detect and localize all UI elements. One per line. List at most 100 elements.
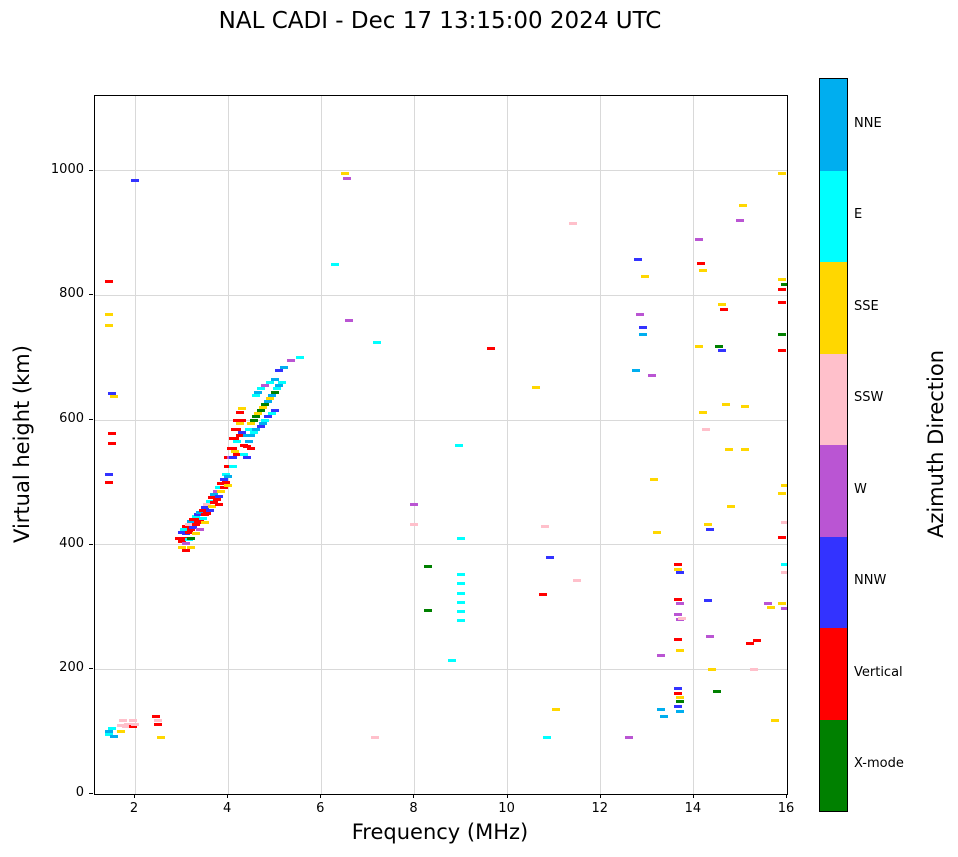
- x-tick-label: 12: [591, 801, 608, 816]
- data-point: [370, 736, 379, 740]
- data-point: [270, 409, 279, 413]
- data-point: [638, 332, 647, 336]
- x-tick-mark: [134, 794, 136, 798]
- x-tick-mark: [786, 794, 787, 798]
- data-point: [738, 203, 747, 207]
- data-point: [778, 332, 787, 336]
- data-point: [780, 282, 787, 286]
- data-point: [424, 608, 433, 612]
- data-point: [252, 415, 261, 419]
- data-point: [214, 494, 223, 498]
- data-point: [447, 658, 456, 662]
- colorbar-segment-x-mode: [820, 719, 847, 811]
- data-point: [207, 496, 216, 500]
- data-point: [778, 535, 787, 539]
- data-point: [217, 490, 226, 494]
- data-point: [200, 505, 209, 509]
- data-point: [457, 536, 466, 540]
- data-point: [373, 340, 382, 344]
- data-point: [766, 605, 775, 609]
- data-point: [242, 455, 251, 459]
- data-point: [780, 571, 787, 575]
- plot-area: [94, 95, 788, 795]
- data-point: [717, 348, 726, 352]
- data-point: [184, 530, 193, 534]
- data-point: [778, 602, 787, 606]
- data-point: [696, 261, 705, 265]
- data-point: [780, 484, 787, 487]
- data-point: [179, 527, 188, 531]
- data-point: [210, 500, 219, 504]
- x-tick-mark: [599, 794, 601, 798]
- colorbar-segment-vertical: [820, 628, 847, 720]
- data-point: [228, 455, 237, 459]
- data-point: [673, 691, 682, 695]
- data-point: [657, 708, 666, 712]
- data-point: [177, 546, 186, 550]
- data-point: [247, 446, 256, 450]
- data-point: [105, 323, 114, 327]
- data-point: [410, 502, 419, 506]
- data-point: [259, 421, 268, 425]
- data-point: [107, 727, 116, 731]
- gridline-y: [95, 419, 787, 421]
- data-point: [778, 172, 787, 176]
- data-point: [410, 523, 419, 527]
- data-point: [275, 384, 284, 388]
- data-point: [340, 172, 349, 176]
- x-tick-mark: [227, 794, 229, 798]
- data-point: [273, 387, 282, 391]
- data-point: [105, 280, 114, 284]
- data-point: [706, 527, 715, 531]
- data-point: [640, 275, 649, 279]
- data-point: [708, 667, 717, 671]
- data-point: [270, 390, 279, 394]
- data-point: [675, 602, 684, 606]
- data-point: [675, 649, 684, 653]
- x-tick-mark: [692, 794, 694, 798]
- data-point: [650, 477, 659, 481]
- data-point: [277, 381, 286, 385]
- colorbar-label-w: W: [854, 481, 867, 497]
- data-point: [261, 402, 270, 406]
- gridline-x: [134, 96, 136, 794]
- data-point: [457, 573, 466, 577]
- y-tick-mark: [89, 169, 93, 171]
- data-point: [424, 565, 433, 569]
- data-point: [233, 440, 242, 444]
- data-point: [186, 536, 195, 540]
- colorbar-segment-w: [820, 445, 847, 537]
- data-point: [545, 555, 554, 559]
- data-point: [247, 421, 256, 425]
- data-point: [715, 345, 724, 349]
- data-point: [457, 581, 466, 585]
- y-tick-mark: [89, 419, 93, 421]
- data-point: [124, 722, 133, 726]
- data-point: [675, 695, 684, 699]
- data-point: [254, 412, 263, 416]
- data-point: [214, 485, 223, 489]
- gridline-y: [95, 544, 787, 546]
- data-point: [457, 619, 466, 623]
- y-tick-label: 1000: [50, 161, 84, 177]
- data-point: [117, 723, 126, 727]
- gridline-x: [413, 96, 415, 794]
- colorbar-label-nne: NNE: [854, 115, 882, 131]
- data-point: [266, 396, 275, 400]
- data-point: [647, 373, 656, 377]
- gridline-x: [507, 96, 509, 794]
- x-axis-label: Frequency (MHz): [351, 820, 529, 844]
- data-point: [233, 418, 242, 422]
- data-point: [703, 523, 712, 527]
- data-point: [780, 563, 787, 567]
- data-point: [568, 222, 577, 226]
- x-tick-label: 10: [498, 801, 515, 816]
- gridline-y: [95, 668, 787, 670]
- data-point: [131, 722, 140, 726]
- gridline-y: [95, 793, 787, 794]
- data-point: [117, 730, 126, 734]
- data-point: [342, 176, 351, 180]
- colorbar-segment-ssw: [820, 353, 847, 445]
- x-tick-label: 16: [777, 801, 795, 816]
- chart-title: NAL CADI - Dec 17 13:15:00 2024 UTC: [218, 8, 662, 34]
